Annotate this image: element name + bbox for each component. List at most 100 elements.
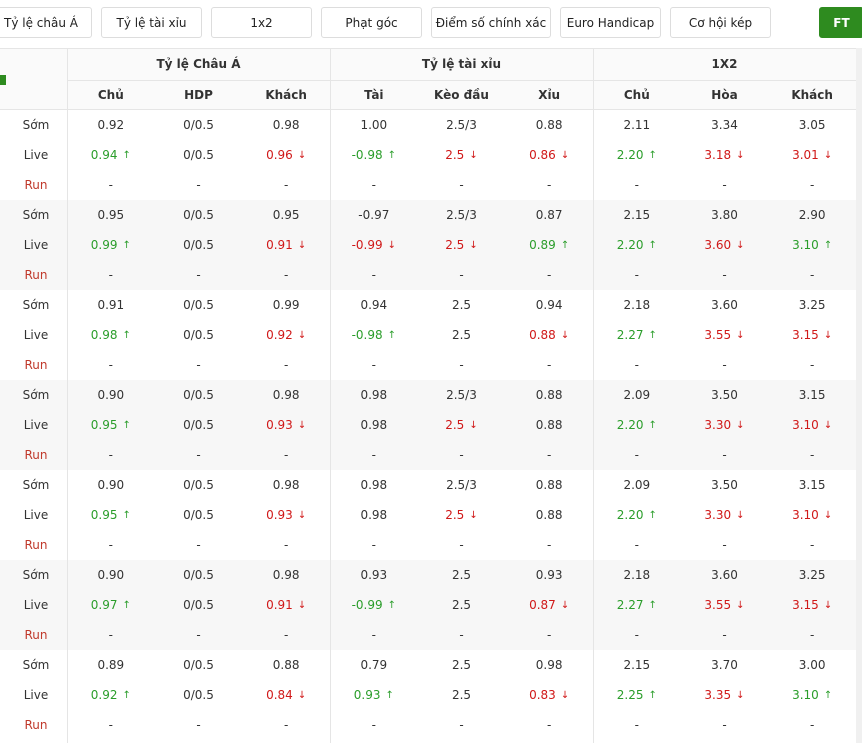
- tab[interactable]: Tỷ lệ châu Á: [0, 7, 92, 38]
- tab[interactable]: Phạt góc: [321, 7, 422, 38]
- odds-cell: -: [371, 178, 376, 192]
- odds-cell: 0/0.5: [183, 238, 214, 252]
- odds-cell: -: [371, 358, 376, 372]
- odds-cell: -: [283, 538, 289, 552]
- odds-value: 0.93: [266, 418, 293, 432]
- odds-cell: 0/0.5: [183, 658, 214, 672]
- trend-arrow: ↑: [385, 689, 394, 701]
- odds-cell: 0.88: [535, 118, 563, 132]
- expand-icon: [0, 75, 6, 85]
- odds-value: 3.18: [704, 148, 732, 162]
- trend-arrow: ↑: [823, 239, 833, 251]
- odds-cell: 0.91 ↓: [242, 230, 330, 260]
- odds-value: 0.94: [90, 148, 118, 162]
- trend-arrow: ↑: [648, 599, 657, 611]
- odds-value: 0.87: [529, 598, 556, 612]
- trend-arrow: ↓: [469, 149, 478, 161]
- trend-arrow: ↓: [823, 599, 833, 611]
- odds-cell: 3.35 ↓: [681, 680, 769, 710]
- tab[interactable]: 1x2: [211, 7, 312, 38]
- odds-cell: 0.83 ↓: [505, 680, 593, 710]
- row-label: Run: [24, 448, 48, 462]
- odds-value: 3.15: [792, 328, 819, 342]
- odds-value: 2.5: [445, 418, 465, 432]
- sub-header: Khách: [791, 88, 833, 102]
- odds-cell: 0.98: [272, 118, 300, 132]
- odds-value: 0.92: [266, 328, 293, 342]
- odds-cell: 2.5: [451, 688, 472, 702]
- trend-arrow: ↓: [469, 239, 478, 251]
- tab[interactable]: Điểm số chính xác: [431, 7, 551, 38]
- odds-cell: 0/0.5: [183, 568, 214, 582]
- odds-cell: -: [459, 448, 464, 462]
- row-label: Sớm: [22, 568, 50, 582]
- odds-cell: -: [634, 178, 639, 192]
- trend-arrow: ↓: [736, 419, 745, 431]
- trend-arrow: ↑: [648, 419, 657, 431]
- odds-cell: 0/0.5: [183, 418, 214, 432]
- odds-cell: 0.93 ↑: [330, 680, 418, 710]
- odds-cell: 0.95: [97, 208, 125, 222]
- odds-cell: -: [634, 448, 639, 462]
- odds-cell: 2.5 ↓: [418, 230, 506, 260]
- odds-cell: 0.94 ↑: [67, 140, 155, 170]
- odds-cell: 0.97 ↑: [67, 590, 155, 620]
- odds-cell: 3.50: [711, 388, 738, 402]
- odds-cell: 0.90: [97, 388, 125, 402]
- odds-cell: 0.99: [272, 298, 300, 312]
- odds-value: 3.10: [792, 238, 819, 252]
- trend-arrow: ↑: [823, 689, 833, 701]
- odds-cell: -: [196, 538, 201, 552]
- tab[interactable]: Tỷ lệ tài xỉu: [101, 7, 202, 38]
- odds-cell: 0/0.5: [183, 688, 214, 702]
- odds-cell: 2.09: [623, 478, 651, 492]
- odds-cell: -0.99 ↑: [330, 590, 418, 620]
- sub-header: HDP: [184, 88, 213, 102]
- sub-header: Xỉu: [538, 88, 561, 102]
- odds-cell: -: [809, 448, 815, 462]
- row-label: Sớm: [22, 478, 50, 492]
- odds-value: 2.27: [616, 328, 644, 342]
- trend-arrow: ↑: [648, 329, 657, 341]
- column-divider: [67, 48, 68, 743]
- odds-cell: 0.93: [360, 568, 388, 582]
- tab[interactable]: Euro Handicap: [560, 7, 661, 38]
- odds-cell: 2.18: [623, 298, 651, 312]
- odds-cell: -0.97: [358, 208, 390, 222]
- ft-button[interactable]: FT: [819, 7, 862, 38]
- odds-value: 0.86: [529, 148, 556, 162]
- row-label: Run: [24, 538, 48, 552]
- odds-value: 3.30: [704, 418, 732, 432]
- odds-cell: 0.98: [272, 568, 300, 582]
- trend-arrow: ↓: [823, 329, 833, 341]
- odds-cell: 3.15 ↓: [768, 590, 856, 620]
- odds-cell: -: [283, 628, 289, 642]
- odds-cell: 2.90: [798, 208, 826, 222]
- odds-cell: -: [546, 178, 552, 192]
- trend-arrow: ↓: [736, 689, 745, 701]
- odds-value: 3.10: [792, 508, 819, 522]
- odds-cell: 0/0.5: [183, 208, 214, 222]
- odds-cell: 3.15 ↓: [768, 320, 856, 350]
- odds-value: 2.5: [445, 508, 465, 522]
- odds-cell: 2.5: [451, 598, 472, 612]
- odds-cell: 0.93 ↓: [242, 410, 330, 440]
- odds-cell: 0.94: [535, 298, 563, 312]
- row-label: Run: [24, 268, 48, 282]
- group-header: 1X2: [711, 57, 738, 71]
- odds-cell: 0/0.5: [183, 118, 214, 132]
- odds-cell: 3.60: [711, 298, 738, 312]
- trend-arrow: ↑: [387, 329, 397, 341]
- trend-arrow: ↓: [297, 599, 307, 611]
- trend-arrow: ↓: [297, 419, 307, 431]
- trend-arrow: ↓: [387, 239, 397, 251]
- odds-cell: 2.18: [623, 568, 651, 582]
- odds-cell: 2.5: [451, 568, 472, 582]
- odds-cell: 0.79: [360, 658, 388, 672]
- tab[interactable]: Cơ hội kép: [670, 7, 771, 38]
- odds-cell: -: [722, 358, 727, 372]
- row-label: Sớm: [22, 388, 50, 402]
- trend-arrow: ↑: [648, 239, 657, 251]
- odds-cell: -: [722, 718, 727, 732]
- odds-cell: 3.18 ↓: [681, 140, 769, 170]
